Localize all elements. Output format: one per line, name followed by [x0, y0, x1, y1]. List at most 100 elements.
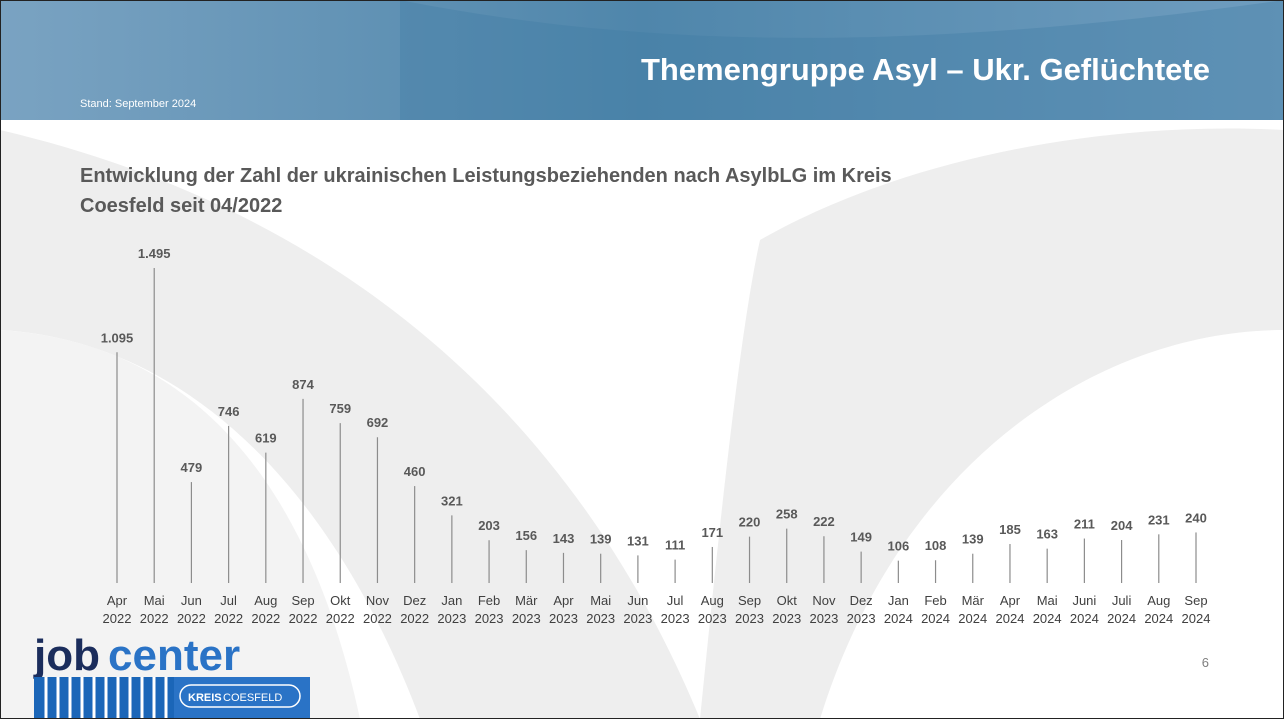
label-line: Juni	[1072, 593, 1096, 608]
label-line: Mär	[515, 593, 538, 608]
label-line: 2022	[400, 611, 429, 626]
x-tick-label: Dez 2023	[847, 593, 876, 626]
label-line: 2022	[140, 611, 169, 626]
value-label: 759	[329, 401, 351, 416]
x-tick-label: Feb 2024	[921, 593, 950, 626]
value-label: 203	[478, 518, 500, 533]
x-tick-label: Aug 2023	[698, 593, 727, 626]
value-label: 1.495	[138, 246, 171, 261]
label-line: 2023	[475, 611, 504, 626]
label-line: 2023	[549, 611, 578, 626]
label-line: Aug	[254, 593, 277, 608]
value-label: 108	[925, 538, 947, 553]
x-tick-label: Okt 2023	[772, 593, 801, 626]
label-line: Mär	[962, 593, 985, 608]
label-line: 2024	[884, 611, 913, 626]
label-line: Feb	[478, 593, 500, 608]
label-line: Jun	[627, 593, 648, 608]
x-tick-label: Mai 2024	[1033, 593, 1062, 626]
label-line: 2022	[177, 611, 206, 626]
x-tick-label: Apr 2022	[103, 593, 132, 626]
label-line: Jul	[220, 593, 237, 608]
value-label: 240	[1185, 510, 1207, 525]
label-line: Aug	[701, 593, 724, 608]
logo-job: job	[33, 631, 100, 680]
value-label: 231	[1148, 512, 1170, 527]
label-line: Sep	[291, 593, 314, 608]
label-line: 2024	[958, 611, 987, 626]
x-tick-label: Sep 2024	[1182, 593, 1211, 626]
x-tick-label: Jul 2023	[661, 593, 690, 626]
label-line: Mai	[144, 593, 165, 608]
label-line: 2024	[1107, 611, 1136, 626]
label-line: Jun	[181, 593, 202, 608]
label-line: Jul	[667, 593, 684, 608]
label-line: Juli	[1112, 593, 1132, 608]
x-tick-label: Sep 2022	[289, 593, 318, 626]
logo-plate	[174, 677, 310, 719]
x-tick-label: Jan 2024	[884, 593, 913, 626]
label-line: 2023	[512, 611, 541, 626]
x-tick-label: Nov 2023	[809, 593, 838, 626]
label-line: Okt	[330, 593, 351, 608]
value-label: 204	[1111, 518, 1133, 533]
x-tick-label: Mai 2023	[586, 593, 615, 626]
label-line: 2022	[363, 611, 392, 626]
label-line: 2022	[326, 611, 355, 626]
value-label: 131	[627, 533, 649, 548]
value-label: 460	[404, 464, 426, 479]
x-tick-label: Aug 2024	[1144, 593, 1173, 626]
label-line: Apr	[107, 593, 128, 608]
x-tick-label: Dez 2022	[400, 593, 429, 626]
value-label: 163	[1036, 527, 1058, 542]
logo: job center KREIS COESFELD	[33, 631, 310, 719]
label-line: Apr	[553, 593, 574, 608]
x-tick-label: Jan 2023	[437, 593, 466, 626]
logo-ring	[179, 684, 301, 708]
value-label: 258	[776, 507, 798, 522]
label-line: 2024	[1033, 611, 1062, 626]
label-line: 2023	[809, 611, 838, 626]
value-label: 139	[590, 532, 612, 547]
label-line: Jan	[441, 593, 462, 608]
label-line: 2024	[1144, 611, 1173, 626]
value-label: 619	[255, 431, 277, 446]
value-label: 149	[850, 530, 872, 545]
label-line: 2024	[996, 611, 1025, 626]
value-label: 156	[515, 528, 537, 543]
logo-stripes	[44, 677, 168, 719]
decor	[0, 130, 700, 719]
decor	[0, 330, 360, 719]
x-tick-label: Nov 2022	[363, 593, 392, 626]
value-label: 220	[739, 515, 761, 530]
stand: Stand: September 2024	[80, 98, 196, 110]
logo-coesfeld: COESFELD	[223, 692, 282, 704]
value-label: 222	[813, 514, 835, 529]
label-line: Mai	[1037, 593, 1058, 608]
value-label: 143	[553, 531, 575, 546]
label-line: Nov	[366, 593, 390, 608]
label-line: 2023	[772, 611, 801, 626]
label-line: 2022	[289, 611, 318, 626]
label-line: 2024	[921, 611, 950, 626]
x-tick-label: Feb 2023	[475, 593, 504, 626]
label-line: 2023	[847, 611, 876, 626]
value-label: 874	[292, 377, 314, 392]
label-line: Apr	[1000, 593, 1021, 608]
label-line: Mai	[590, 593, 611, 608]
chart-title: Coesfeld seit 04/2022	[80, 195, 282, 217]
decor	[400, 0, 1284, 120]
x-tick-label: Okt 2022	[326, 593, 355, 626]
x-tick-label: Apr 2024	[996, 593, 1025, 626]
x-tick-label: Aug 2022	[251, 593, 280, 626]
logo-kreis: KREIS	[188, 692, 222, 704]
label-line: 2022	[103, 611, 132, 626]
label-line: Sep	[1184, 593, 1207, 608]
page-number: 6	[1202, 655, 1209, 670]
label-line: Sep	[738, 593, 761, 608]
label-line: 2023	[698, 611, 727, 626]
value-label: 1.095	[101, 330, 134, 345]
value-label: 185	[999, 522, 1021, 537]
x-tick-label: Mai 2022	[140, 593, 169, 626]
